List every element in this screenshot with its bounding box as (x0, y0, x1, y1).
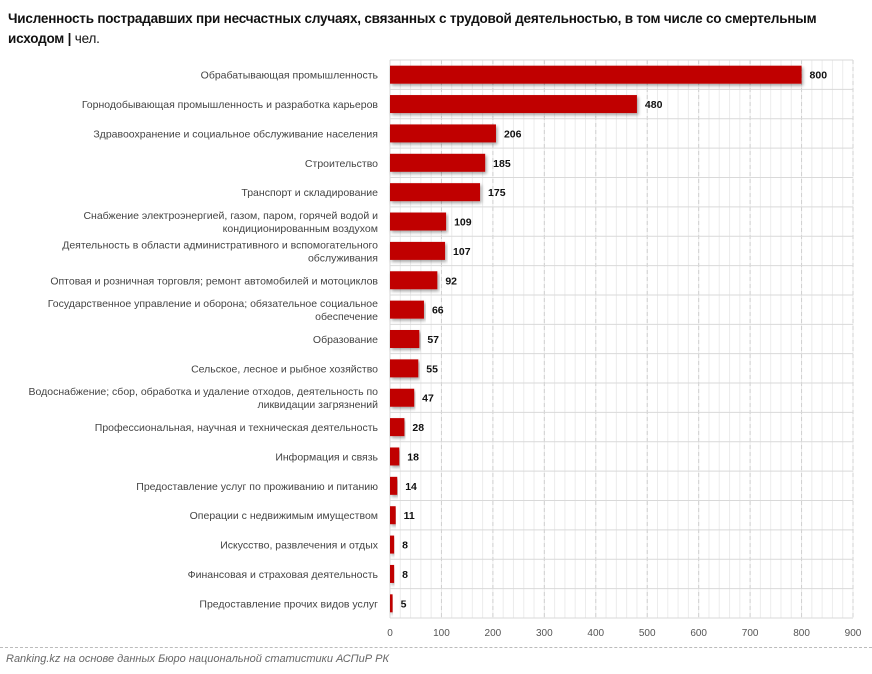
data-label: 175 (488, 187, 506, 199)
bar (390, 124, 496, 143)
source-note: Ranking.kz на основе данных Бюро национа… (6, 653, 389, 665)
data-label: 28 (412, 422, 424, 434)
category-label: Деятельность в области административного… (62, 239, 378, 264)
x-tick-label: 200 (485, 628, 502, 639)
data-label: 107 (453, 246, 471, 258)
bar (390, 506, 396, 525)
category-label: Здравоохранение и социальное обслуживани… (93, 128, 378, 140)
category-label: Обрабатывающая промышленность (201, 70, 379, 82)
x-tick-label: 500 (639, 628, 656, 639)
data-label: 47 (422, 393, 434, 405)
category-label: Горнодобывающая промышленность и разрабо… (82, 99, 379, 111)
data-label: 55 (426, 363, 438, 375)
bar (390, 418, 405, 437)
x-tick-label: 300 (536, 628, 553, 639)
x-tick-label: 700 (742, 628, 759, 639)
bar (390, 447, 400, 466)
bar (390, 183, 481, 202)
bar (390, 330, 420, 348)
category-label: Государственное управление и оборона; об… (48, 298, 378, 323)
category-label: Образование (313, 334, 378, 346)
category-label: Предоставление услуг по проживанию и пит… (136, 481, 378, 493)
category-label: Сельское, лесное и рыбное хозяйство (191, 363, 378, 375)
x-tick-label: 600 (690, 628, 707, 639)
data-label: 66 (432, 305, 444, 317)
category-label: Финансовая и страховая деятельность (188, 569, 379, 581)
category-label: Операции с недвижимым имуществом (190, 510, 378, 522)
bar (390, 95, 637, 114)
title-text: Численность пострадавших при несчастных … (8, 11, 817, 46)
x-tick-label: 800 (793, 628, 810, 639)
data-label: 206 (504, 128, 522, 140)
data-label: 109 (454, 217, 472, 229)
bar (390, 476, 398, 495)
chart-title: Численность пострадавших при несчастных … (8, 11, 817, 46)
data-label: 185 (493, 158, 511, 170)
category-label: Водоснабжение; сбор, обработка и удалени… (28, 386, 378, 411)
category-label: Информация и связь (275, 451, 378, 463)
bar (390, 388, 415, 407)
data-label: 800 (810, 70, 828, 82)
bar (390, 212, 447, 231)
category-label: Профессиональная, научная и техническая … (95, 422, 379, 434)
x-tick-label: 0 (387, 628, 393, 639)
data-label: 480 (645, 99, 663, 111)
x-tick-label: 100 (433, 628, 450, 639)
bar (390, 594, 393, 613)
data-label: 5 (401, 598, 407, 610)
category-label: Предоставление прочих видов услуг (199, 598, 378, 610)
category-label: Транспорт и складирование (241, 187, 378, 199)
x-tick-label: 400 (587, 628, 604, 639)
category-label: Искусство, развлечения и отдых (220, 540, 379, 552)
unit-label: чел. (74, 31, 100, 46)
bar (390, 271, 438, 290)
bar (390, 564, 395, 583)
data-label: 92 (445, 275, 457, 287)
bar (390, 153, 486, 172)
category-label: Строительство (305, 158, 378, 170)
data-label: 11 (404, 510, 415, 522)
data-label: 18 (407, 451, 419, 463)
category-label: Оптовая и розничная торговля; ремонт авт… (50, 275, 378, 287)
data-label: 57 (427, 334, 439, 346)
data-label: 14 (405, 481, 417, 493)
bar (390, 535, 395, 554)
footer-divider (0, 647, 872, 648)
data-label: 8 (402, 569, 408, 581)
x-tick-label: 900 (845, 628, 862, 639)
bar (390, 300, 424, 319)
category-label: Снабжение электроэнергией, газом, паром,… (83, 210, 378, 235)
bar (390, 65, 802, 84)
bar (390, 241, 446, 260)
bar (390, 359, 419, 378)
data-label: 8 (402, 540, 408, 552)
